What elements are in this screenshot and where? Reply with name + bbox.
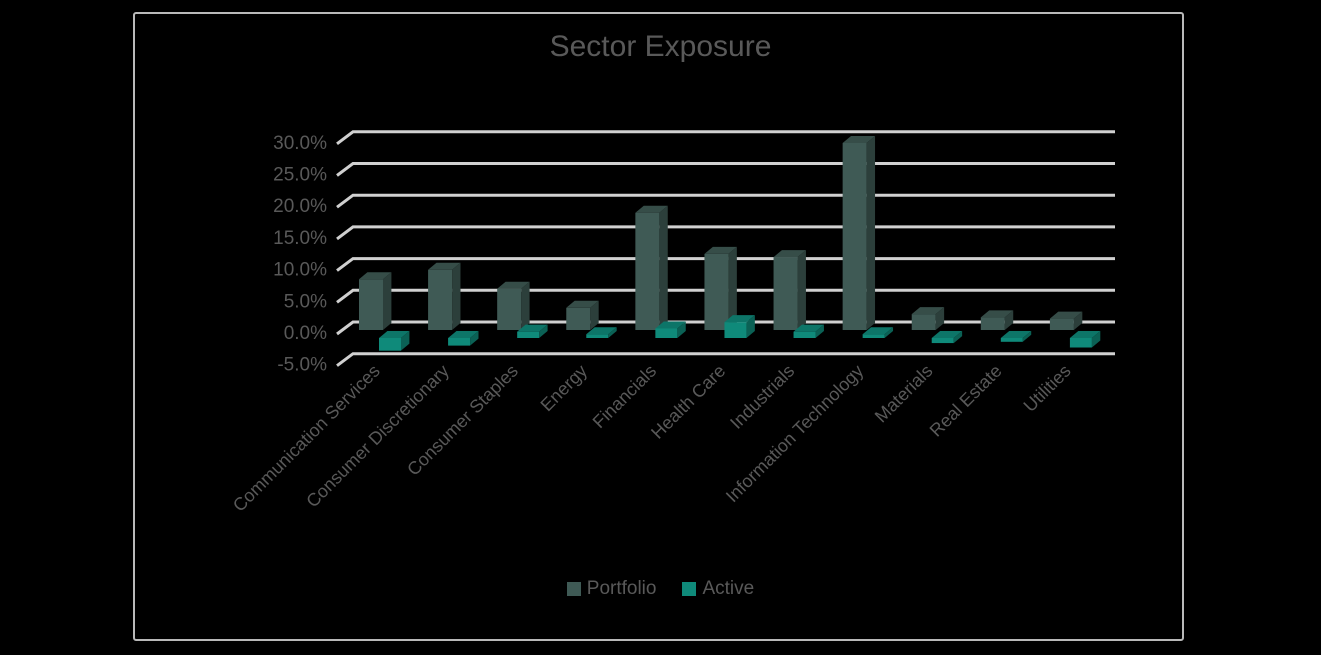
- bar[interactable]: [497, 281, 530, 330]
- legend: Portfolio Active: [0, 578, 1321, 600]
- y-tick-label: 0.0%: [284, 323, 327, 344]
- x-category-label: Energy: [537, 361, 591, 415]
- bar[interactable]: [793, 324, 824, 338]
- bar[interactable]: [931, 331, 963, 344]
- bar[interactable]: [1000, 331, 1032, 342]
- legend-label-active: Active: [702, 578, 755, 599]
- bar[interactable]: [635, 205, 668, 330]
- bar[interactable]: [359, 272, 392, 330]
- x-category-label: Materials: [871, 361, 937, 427]
- bar[interactable]: [566, 300, 599, 330]
- y-tick-label: 10.0%: [273, 260, 327, 281]
- gridline: [336, 162, 1115, 177]
- x-category-label: Utilities: [1020, 361, 1075, 416]
- bar[interactable]: [655, 321, 686, 338]
- bar[interactable]: [773, 250, 806, 330]
- legend-item-active[interactable]: Active: [682, 578, 754, 600]
- legend-swatch-active: [682, 582, 697, 596]
- x-category-label: Consumer Discretionary: [302, 361, 453, 512]
- gridline: [336, 225, 1115, 241]
- gridline: [336, 130, 1115, 145]
- bar[interactable]: [448, 331, 479, 346]
- bar[interactable]: [586, 327, 617, 338]
- bar[interactable]: [980, 310, 1014, 330]
- bar[interactable]: [911, 307, 945, 330]
- bar[interactable]: [517, 324, 548, 338]
- x-category-label: Information Technology: [722, 361, 868, 507]
- y-tick-label: 15.0%: [273, 228, 327, 249]
- legend-label-portfolio: Portfolio: [586, 578, 657, 599]
- bar[interactable]: [1049, 311, 1083, 330]
- bar[interactable]: [428, 262, 461, 330]
- bar[interactable]: [704, 246, 737, 330]
- x-category-label: Industrials: [726, 361, 798, 433]
- y-tick-label: 20.0%: [273, 196, 327, 217]
- y-axis-ticks: -5.0% 0.0% 5.0% 10.0% 15.0% 20.0% 25.0% 30.0%: [273, 133, 327, 376]
- gridline: [336, 193, 1115, 209]
- y-tick-label: 5.0%: [284, 291, 327, 312]
- bar[interactable]: [842, 135, 876, 330]
- legend-swatch-portfolio: [566, 582, 581, 596]
- y-tick-label: 30.0%: [273, 133, 327, 154]
- bar[interactable]: [1069, 331, 1101, 348]
- bar[interactable]: [379, 331, 410, 351]
- y-tick-label: 25.0%: [273, 165, 327, 186]
- chart-title: Sector Exposure: [549, 30, 772, 63]
- gridline: [336, 352, 1115, 367]
- x-category-label: Real Estate: [926, 361, 1006, 441]
- bar[interactable]: [724, 315, 755, 338]
- bar[interactable]: [862, 327, 894, 338]
- bar-series: [359, 135, 1101, 351]
- y-tick-label: -5.0%: [277, 355, 327, 376]
- x-category-label: Financials: [589, 361, 660, 432]
- x-category-label: Health Care: [647, 361, 729, 443]
- legend-item-portfolio[interactable]: Portfolio: [566, 578, 657, 600]
